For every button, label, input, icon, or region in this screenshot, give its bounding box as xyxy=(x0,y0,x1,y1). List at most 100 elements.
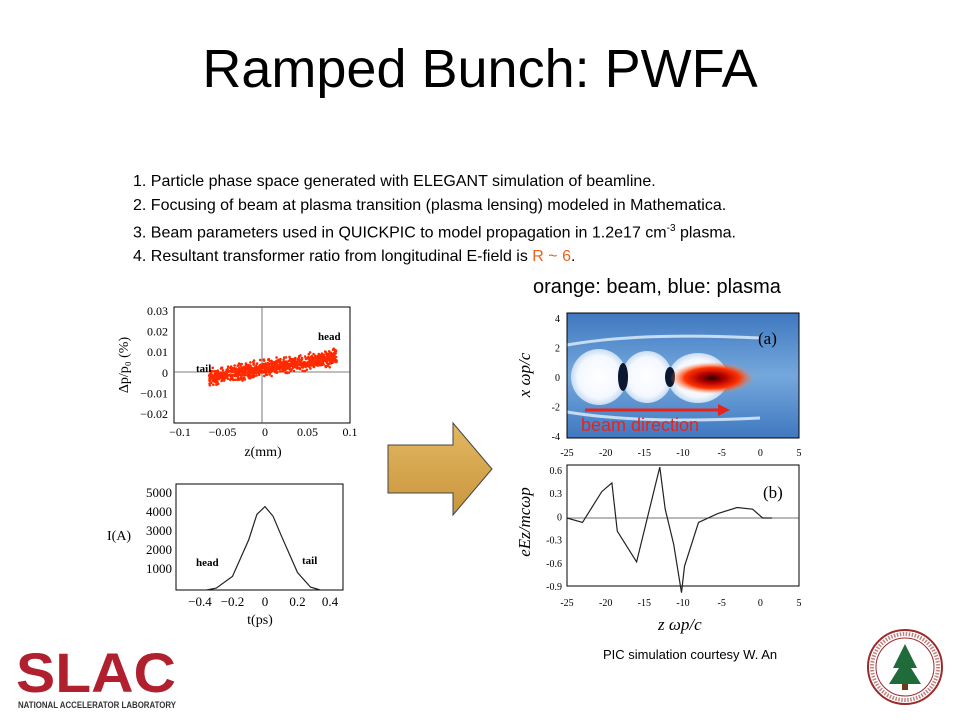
scatter-point xyxy=(211,366,214,370)
scatter-point xyxy=(251,360,255,364)
slide-title: Ramped Bunch: PWFA xyxy=(202,39,758,99)
x-tick-label: 0.2 xyxy=(289,594,305,609)
scatter-point xyxy=(303,355,307,358)
beam-direction-label: beam direction xyxy=(581,415,699,435)
scatter-point xyxy=(270,360,273,364)
scatter-point xyxy=(317,357,321,360)
scatter-point xyxy=(211,379,214,383)
scatter-point xyxy=(209,381,213,385)
y-axis-label: eEz/mcωp xyxy=(515,487,534,557)
scatter-point xyxy=(275,359,279,363)
scatter-point xyxy=(307,361,311,365)
x-tick-label: -10 xyxy=(676,448,689,459)
phase-space-chart: 0.03 0.02 0.01 0 −0.01 −0.02 −0.1 −0.05 0 0.05 0.… xyxy=(117,304,358,460)
scatter-point xyxy=(312,359,316,362)
scatter-point xyxy=(243,378,247,381)
scatter-point xyxy=(292,358,295,361)
color-legend: orange: beam, blue: plasma xyxy=(533,276,781,298)
scatter-point xyxy=(220,379,224,382)
scatter-point xyxy=(294,366,297,369)
y-axis-label: Δp/p₀ (%) xyxy=(117,337,132,394)
x-tick-label: -15 xyxy=(638,598,651,609)
scatter-point xyxy=(267,358,270,362)
y-tick-label: 0 xyxy=(555,373,560,384)
annotation-head: head xyxy=(318,331,341,343)
scatter-point xyxy=(258,358,262,362)
scatter-point xyxy=(217,382,220,386)
x-tick-label: 5 xyxy=(797,598,802,609)
y-axis-label: x ωp/c xyxy=(515,352,534,398)
scatter-point xyxy=(308,351,312,354)
scatter-point xyxy=(226,365,230,369)
x-tick-label: 0.1 xyxy=(343,425,358,439)
scatter-point xyxy=(232,369,235,373)
scatter-point xyxy=(309,367,312,370)
y-tick-label: 0.02 xyxy=(147,325,168,339)
bullet-item-2: 2. Focusing of beam at plasma transition… xyxy=(133,196,727,214)
scatter-point xyxy=(220,376,224,380)
scatter-point xyxy=(317,360,320,363)
scatter-point xyxy=(210,373,213,376)
current-curve xyxy=(206,505,321,591)
scatter-point xyxy=(292,369,296,373)
scatter-point xyxy=(244,371,248,374)
y-tick-label: 3000 xyxy=(146,523,172,538)
scatter-point xyxy=(278,366,282,369)
scatter-point xyxy=(305,364,309,368)
scatter-point xyxy=(305,368,309,372)
scatter-point xyxy=(208,384,212,387)
wake-filament xyxy=(566,410,761,422)
scatter-point xyxy=(219,371,222,375)
wake-filament xyxy=(566,334,761,347)
scatter-point xyxy=(325,353,328,356)
beam-direction-arrowhead xyxy=(718,404,730,416)
scatter-point xyxy=(283,366,287,369)
field-chart: (b) 0.6 0.3 0 -0.3 -0.6 -0.9 -25 -20 -15 -10 -5 0 5… xyxy=(515,464,802,634)
x-axis-label: z ωp/c xyxy=(657,615,702,634)
scatter-point xyxy=(325,359,329,362)
scatter-point xyxy=(301,366,305,369)
y-tick-labels: 0.6 0.3 0 -0.3 -0.6 -0.9 xyxy=(546,466,562,593)
scatter-point xyxy=(237,369,241,373)
x-tick-label: −0.1 xyxy=(169,425,191,439)
scatter-point xyxy=(300,361,304,365)
scatter-point xyxy=(233,364,236,367)
plot-frame xyxy=(566,312,800,439)
y-tick-labels: 4 2 0 -2 -4 xyxy=(552,314,560,443)
bullet-item-4: 4. Resultant transformer ratio from long… xyxy=(133,247,576,265)
scatter-point xyxy=(323,350,327,353)
y-tick-label: 0.6 xyxy=(550,466,563,477)
scatter-point xyxy=(249,366,252,369)
scatter-point xyxy=(272,369,276,372)
scatter-point xyxy=(270,374,273,378)
scatter-point xyxy=(300,356,304,360)
process-arrow xyxy=(387,421,493,517)
y-tick-label: -0.9 xyxy=(546,582,562,593)
scatter-point xyxy=(328,359,332,362)
y-tick-label: −0.01 xyxy=(140,386,168,400)
scatter-point xyxy=(212,383,215,387)
scatter-point xyxy=(245,364,249,367)
scatter-point xyxy=(317,352,321,356)
slac-logo: SLAC NATIONAL ACCELERATOR LABORATORY xyxy=(16,641,176,710)
scatter-point xyxy=(310,360,314,364)
scatter-point xyxy=(231,374,235,377)
y-tick-label: 5000 xyxy=(146,485,172,500)
y-tick-label: -0.6 xyxy=(546,559,562,570)
current-profile-chart: 5000 4000 3000 2000 1000 −0.4 −0.2 0 0.2 0.4 t(p… xyxy=(107,483,344,628)
scatter-point xyxy=(261,364,265,368)
scatter-point xyxy=(308,365,311,368)
x-tick-labels: −0.4 −0.2 0 0.2 0.4 xyxy=(188,594,338,609)
y-tick-label: 0.3 xyxy=(550,489,563,500)
annotation-head: head xyxy=(196,557,219,569)
scatter-point xyxy=(324,364,327,368)
x-tick-label: -5 xyxy=(717,448,725,459)
y-tick-label: -4 xyxy=(552,432,560,443)
scatter-point xyxy=(327,356,331,359)
density-heatmap: (a) 4 2 0 -2 -4 -25 -20 -15 -10 -5 0 5 x ωp/c beam… xyxy=(515,312,802,459)
x-tick-label: -25 xyxy=(560,598,573,609)
y-tick-label: 0.03 xyxy=(147,304,168,318)
x-tick-label: 5 xyxy=(797,448,802,459)
scatter-point xyxy=(302,363,306,367)
